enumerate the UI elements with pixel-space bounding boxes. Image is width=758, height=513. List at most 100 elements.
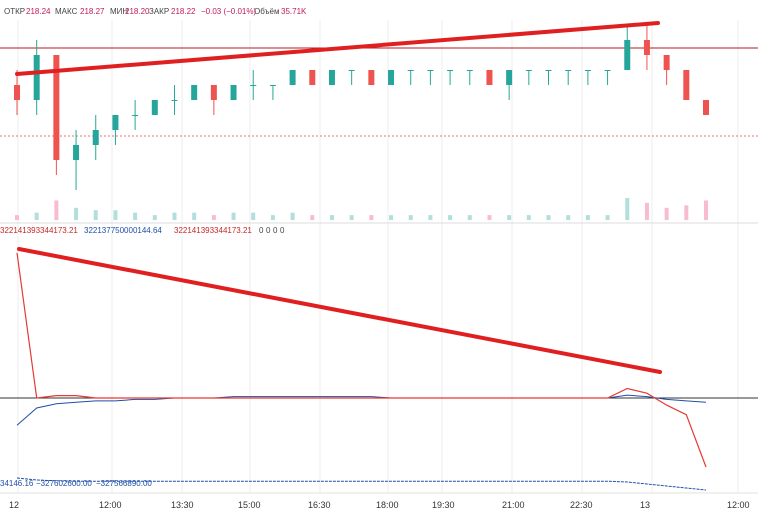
candle — [289, 70, 296, 85]
volume-bar — [644, 202, 649, 220]
candle — [328, 70, 335, 85]
candle — [14, 70, 20, 115]
candle — [230, 85, 237, 100]
x-tick: 15:00 — [238, 500, 261, 510]
candle-body — [466, 70, 473, 71]
candle — [486, 70, 493, 85]
x-tick: 16:30 — [308, 500, 331, 510]
candle — [466, 70, 473, 85]
volume-bar — [566, 215, 571, 220]
x-tick: 13 — [640, 500, 650, 510]
candle — [604, 70, 611, 85]
header-volume-value: 35.71K — [281, 7, 307, 16]
candle — [210, 85, 217, 115]
indicator-legend-6: 0 — [273, 226, 278, 235]
candle — [132, 100, 139, 130]
candle — [683, 70, 690, 100]
grid — [17, 20, 739, 493]
candle — [584, 70, 591, 85]
indicator-legend-3: 322141393344173.21 — [174, 226, 252, 235]
header-open-value: 218.24 — [26, 7, 51, 16]
header-open-label: ОТКР — [4, 7, 25, 16]
candle-body — [643, 40, 650, 55]
candle-body — [683, 70, 690, 100]
candle — [348, 70, 355, 85]
x-tick: 18:00 — [376, 500, 399, 510]
volume-bar — [152, 215, 157, 220]
candles — [14, 25, 709, 190]
candle-body — [565, 70, 572, 71]
candle — [92, 115, 99, 160]
indicator-legend-2: 322137750000144.64 — [84, 226, 162, 235]
x-tick: 12 — [9, 500, 19, 510]
candle-body — [269, 85, 276, 86]
candle-body — [132, 115, 139, 116]
candle-body — [427, 70, 434, 71]
bottom-legend-2: −327602600.00 — [36, 479, 92, 488]
candle — [53, 55, 60, 175]
volume-bar — [113, 210, 118, 220]
volume-bar — [704, 200, 708, 220]
volume-bar — [270, 215, 275, 220]
bottom-legend-3: −327566890.00 — [96, 479, 152, 488]
candle-body — [663, 55, 670, 70]
volume-bar — [54, 200, 59, 220]
candle-body — [230, 85, 237, 100]
volume-bar — [526, 215, 531, 220]
candle — [33, 40, 40, 115]
candle-body — [92, 130, 99, 145]
candle-body — [210, 85, 217, 100]
candle-body — [112, 115, 119, 130]
time-axis[interactable]: 12 12:00 13:30 15:00 16:30 18:00 19:30 2… — [9, 500, 750, 510]
candle — [191, 85, 198, 100]
indicator-legend-4: 0 — [259, 226, 264, 235]
volume-bar — [15, 215, 19, 220]
volume-bar — [231, 212, 236, 220]
candle-body — [388, 70, 395, 85]
candle — [427, 70, 434, 85]
candle-body — [407, 70, 414, 71]
candle-body — [545, 70, 552, 71]
header-close-label: ЗАКР — [149, 7, 169, 16]
candle-body — [250, 85, 257, 86]
candle — [309, 70, 316, 85]
volume-bar — [34, 212, 39, 220]
candle-body — [151, 100, 158, 115]
volume-bar — [349, 215, 354, 220]
indicator-trend-line[interactable] — [17, 247, 662, 374]
volume-bar — [290, 212, 295, 220]
header-close-value: 218.22 — [171, 7, 196, 16]
volume-bar — [74, 207, 79, 220]
volume-bars — [15, 198, 708, 220]
volume-bar — [448, 215, 453, 220]
volume-bar — [585, 215, 590, 220]
candle-body — [309, 70, 316, 85]
indicator-red-line — [16, 252, 707, 468]
header-high-value: 218.27 — [80, 7, 105, 16]
candle-body — [191, 85, 198, 100]
candle-body — [328, 70, 335, 85]
header-volume-label: Объём — [254, 7, 280, 16]
x-tick: 13:30 — [171, 500, 194, 510]
candle — [171, 85, 178, 115]
volume-bar — [211, 215, 216, 220]
x-tick: 21:00 — [502, 500, 525, 510]
volume-bar — [664, 207, 669, 220]
candle — [388, 70, 395, 85]
volume-bar — [192, 212, 197, 220]
header-low-label: МИН — [110, 7, 128, 16]
indicator-legend-1: 322141393344173.21 — [0, 226, 78, 235]
volume-bar — [428, 215, 433, 220]
volume-bar — [389, 215, 394, 220]
candle-body — [368, 70, 375, 85]
volume-bar — [310, 215, 315, 220]
candle — [269, 85, 276, 100]
header-change: −0.03 (−0.01%) — [201, 7, 256, 16]
candle — [112, 115, 119, 145]
price-trend-line[interactable] — [15, 21, 660, 76]
candle-body — [348, 70, 355, 71]
volume-bar — [605, 215, 610, 220]
candle — [703, 100, 709, 115]
volume-bar — [329, 215, 334, 220]
